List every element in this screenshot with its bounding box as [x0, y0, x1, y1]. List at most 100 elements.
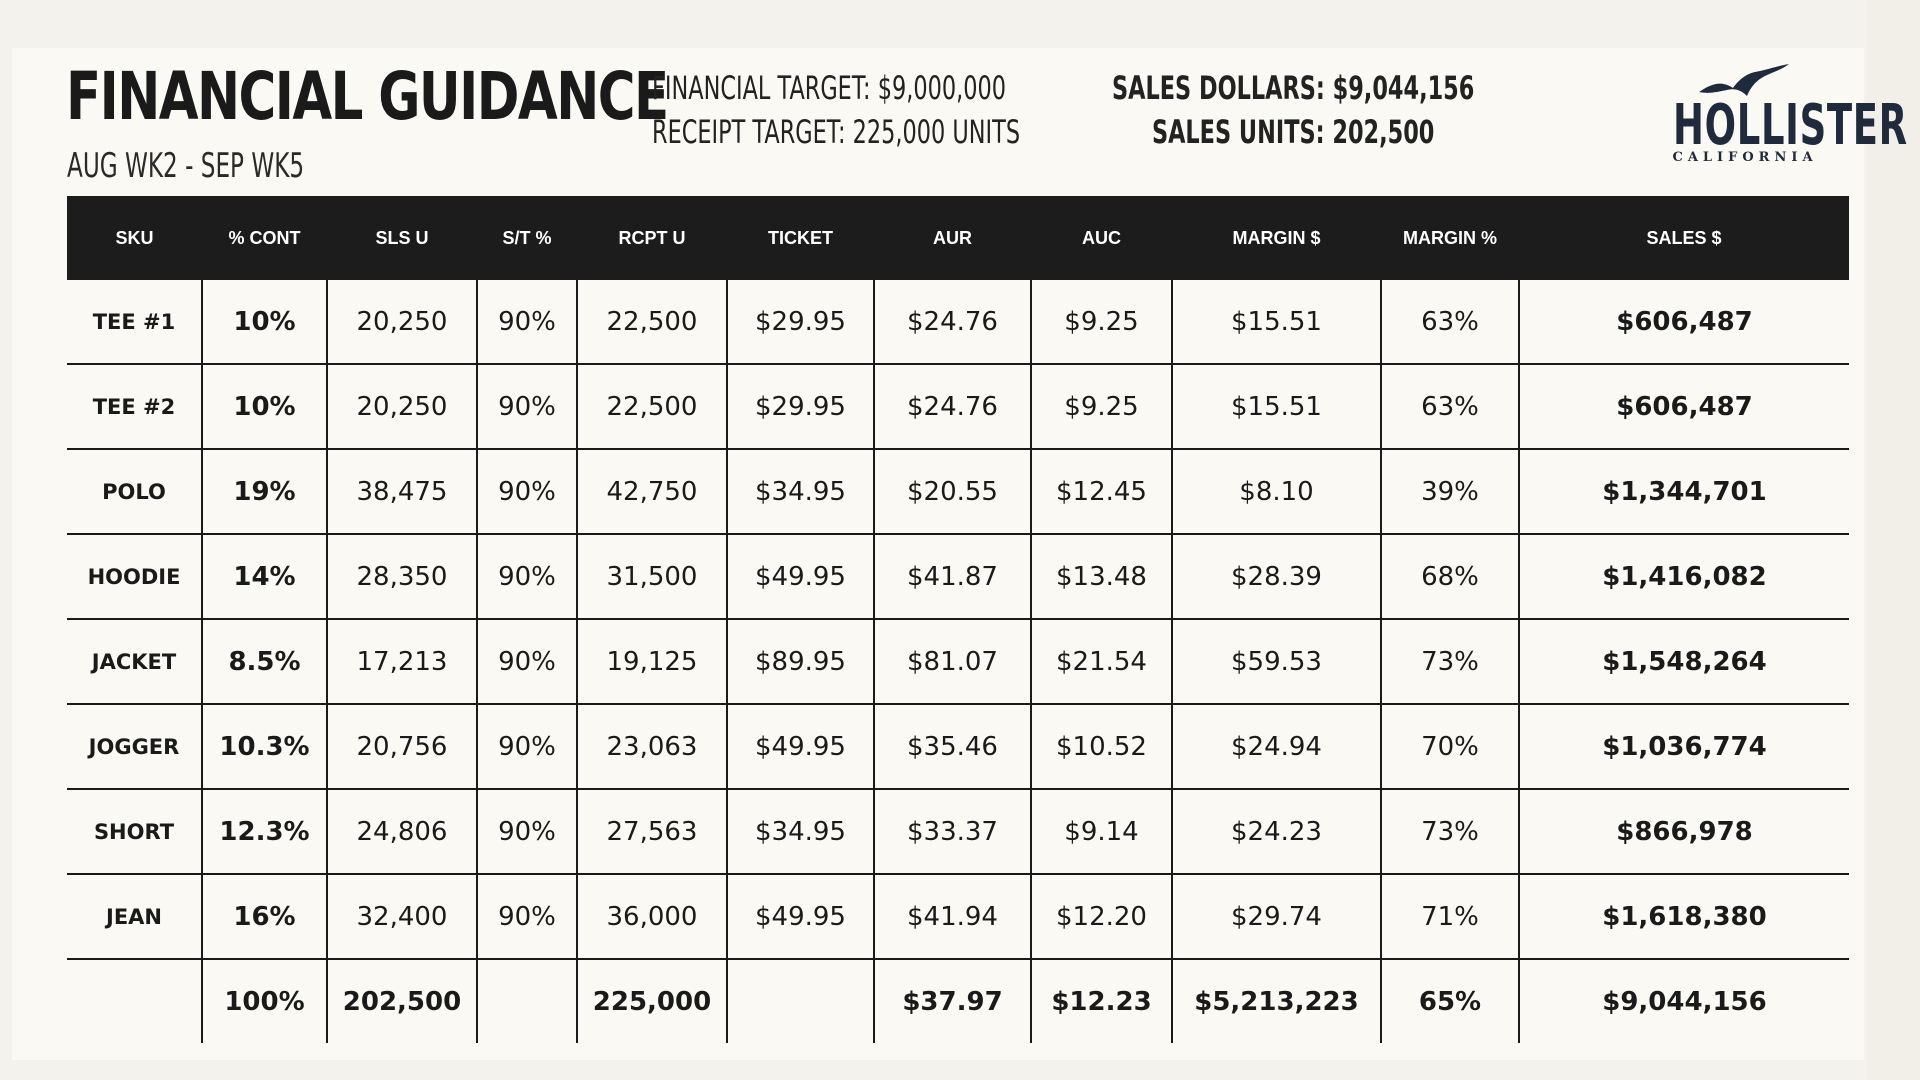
- ticket-cell: $49.95: [726, 534, 874, 620]
- rcpt-u-total-cell: 225,000: [576, 959, 727, 1043]
- sales-cell: $606,487: [1518, 364, 1849, 450]
- column-header: S/T %: [477, 196, 577, 280]
- table-header-row: SKU % CONT SLS U S/T % RCPT U TICKET AUR…: [67, 196, 1849, 280]
- auc-cell: $9.25: [1030, 280, 1172, 365]
- margin-percent-cell: 63%: [1380, 364, 1519, 450]
- rcpt-u-cell: 27,563: [576, 789, 727, 875]
- margin-dollar-cell: $15.51: [1171, 364, 1381, 450]
- receipt-target: RECEIPT TARGET: 225,000 UNITS: [652, 113, 1021, 151]
- sales-cell: $1,036,774: [1518, 704, 1849, 790]
- page-title: FINANCIAL GUIDANCE: [66, 58, 669, 135]
- aur-cell: $41.87: [873, 534, 1031, 620]
- st-cell: 90%: [476, 280, 577, 365]
- cont-cell: 8.5%: [201, 619, 327, 705]
- ticket-cell: $49.95: [726, 704, 874, 790]
- column-header: MARGIN %: [1381, 196, 1519, 280]
- aur-cell: $24.76: [873, 280, 1031, 365]
- sku-cell: HOODIE: [67, 534, 202, 620]
- sls-u-cell: 38,475: [326, 449, 477, 535]
- st-cell: 90%: [476, 619, 577, 705]
- ticket-cell: $29.95: [726, 364, 874, 450]
- ticket-cell: $89.95: [726, 619, 874, 705]
- cont-cell: 16%: [201, 874, 327, 960]
- margin-dollar-cell: $29.74: [1171, 874, 1381, 960]
- aur-cell: $41.94: [873, 874, 1031, 960]
- aur-cell: $20.55: [873, 449, 1031, 535]
- aur-cell: $35.46: [873, 704, 1031, 790]
- sales-summary-block: SALES DOLLARS: $9,044,156 SALES UNITS: 2…: [1112, 66, 1474, 154]
- column-header: AUR: [874, 196, 1031, 280]
- margin-percent-cell: 70%: [1380, 704, 1519, 790]
- column-header: RCPT U: [577, 196, 727, 280]
- ticket-cell: $49.95: [726, 874, 874, 960]
- sls-u-cell: 20,250: [326, 280, 477, 365]
- margin-percent-cell: 68%: [1380, 534, 1519, 620]
- ticket-cell: $34.95: [726, 449, 874, 535]
- auc-cell: $21.54: [1030, 619, 1172, 705]
- rcpt-u-cell: 31,500: [576, 534, 727, 620]
- sls-u-total-cell: 202,500: [326, 959, 477, 1043]
- auc-total-cell: $12.23: [1030, 959, 1172, 1043]
- table-row: JACKET 8.5% 17,213 90% 19,125 $89.95 $81…: [67, 619, 1849, 705]
- column-header: AUC: [1031, 196, 1172, 280]
- sls-u-cell: 20,250: [326, 364, 477, 450]
- aur-total-cell: $37.97: [873, 959, 1031, 1043]
- hollister-logo: HOLLISTER CALIFORNIA: [1636, 62, 1908, 182]
- st-cell: 90%: [476, 789, 577, 875]
- table-row: JOGGER 10.3% 20,756 90% 23,063 $49.95 $3…: [67, 704, 1849, 790]
- sls-u-cell: 20,756: [326, 704, 477, 790]
- sku-cell: JACKET: [67, 619, 202, 705]
- sales-cell: $606,487: [1518, 280, 1849, 365]
- margin-percent-total-cell: 65%: [1380, 959, 1519, 1043]
- margin-dollar-cell: $59.53: [1171, 619, 1381, 705]
- cont-cell: 12.3%: [201, 789, 327, 875]
- margin-dollar-total-cell: $5,213,223: [1171, 959, 1381, 1043]
- sales-cell: $866,978: [1518, 789, 1849, 875]
- column-header: % CONT: [202, 196, 327, 280]
- margin-dollar-cell: $15.51: [1171, 280, 1381, 365]
- st-cell: 90%: [476, 449, 577, 535]
- cont-cell: 10%: [201, 280, 327, 365]
- margin-dollar-cell: $24.23: [1171, 789, 1381, 875]
- sls-u-cell: 17,213: [326, 619, 477, 705]
- cont-cell: 19%: [201, 449, 327, 535]
- st-cell: 90%: [476, 534, 577, 620]
- sku-cell: SHORT: [67, 789, 202, 875]
- total-row: 100% 202,500 225,000 $37.97 $12.23 $5,21…: [67, 959, 1849, 1043]
- cont-cell: 10%: [201, 364, 327, 450]
- table-row: POLO 19% 38,475 90% 42,750 $34.95 $20.55…: [67, 449, 1849, 535]
- logo-wordmark: HOLLISTER: [1673, 93, 1908, 158]
- seagull-icon: [1699, 64, 1789, 96]
- margin-dollar-cell: $24.94: [1171, 704, 1381, 790]
- rcpt-u-cell: 23,063: [576, 704, 727, 790]
- column-header: SKU: [67, 196, 202, 280]
- sku-cell: JEAN: [67, 874, 202, 960]
- targets-block: FINANCIAL TARGET: $9,000,000 RECEIPT TAR…: [652, 66, 1020, 154]
- st-cell: 90%: [476, 874, 577, 960]
- table-row: SHORT 12.3% 24,806 90% 27,563 $34.95 $33…: [67, 789, 1849, 875]
- margin-percent-cell: 73%: [1380, 619, 1519, 705]
- sales-cell: $1,618,380: [1518, 874, 1849, 960]
- page-edge: [1866, 0, 1920, 1080]
- ticket-total-cell: [726, 959, 874, 1043]
- rcpt-u-cell: 22,500: [576, 364, 727, 450]
- margin-percent-cell: 71%: [1380, 874, 1519, 960]
- cont-cell: 14%: [201, 534, 327, 620]
- margin-percent-cell: 73%: [1380, 789, 1519, 875]
- logo-subtext: CALIFORNIA: [1672, 150, 1818, 165]
- rcpt-u-cell: 42,750: [576, 449, 727, 535]
- table-row: TEE #2 10% 20,250 90% 22,500 $29.95 $24.…: [67, 364, 1849, 450]
- sku-cell: POLO: [67, 449, 202, 535]
- margin-dollar-cell: $8.10: [1171, 449, 1381, 535]
- financial-table: SKU % CONT SLS U S/T % RCPT U TICKET AUR…: [67, 196, 1849, 1043]
- sku-cell: JOGGER: [67, 704, 202, 790]
- sku-cell: [67, 959, 202, 1043]
- sales-cell: $1,416,082: [1518, 534, 1849, 620]
- st-cell: 90%: [476, 364, 577, 450]
- sales-dollars: SALES DOLLARS: $9,044,156: [1112, 69, 1475, 107]
- table-row: TEE #1 10% 20,250 90% 22,500 $29.95 $24.…: [67, 280, 1849, 365]
- sales-total-cell: $9,044,156: [1518, 959, 1849, 1043]
- cont-cell: 10.3%: [201, 704, 327, 790]
- rcpt-u-cell: 22,500: [576, 280, 727, 365]
- sls-u-cell: 28,350: [326, 534, 477, 620]
